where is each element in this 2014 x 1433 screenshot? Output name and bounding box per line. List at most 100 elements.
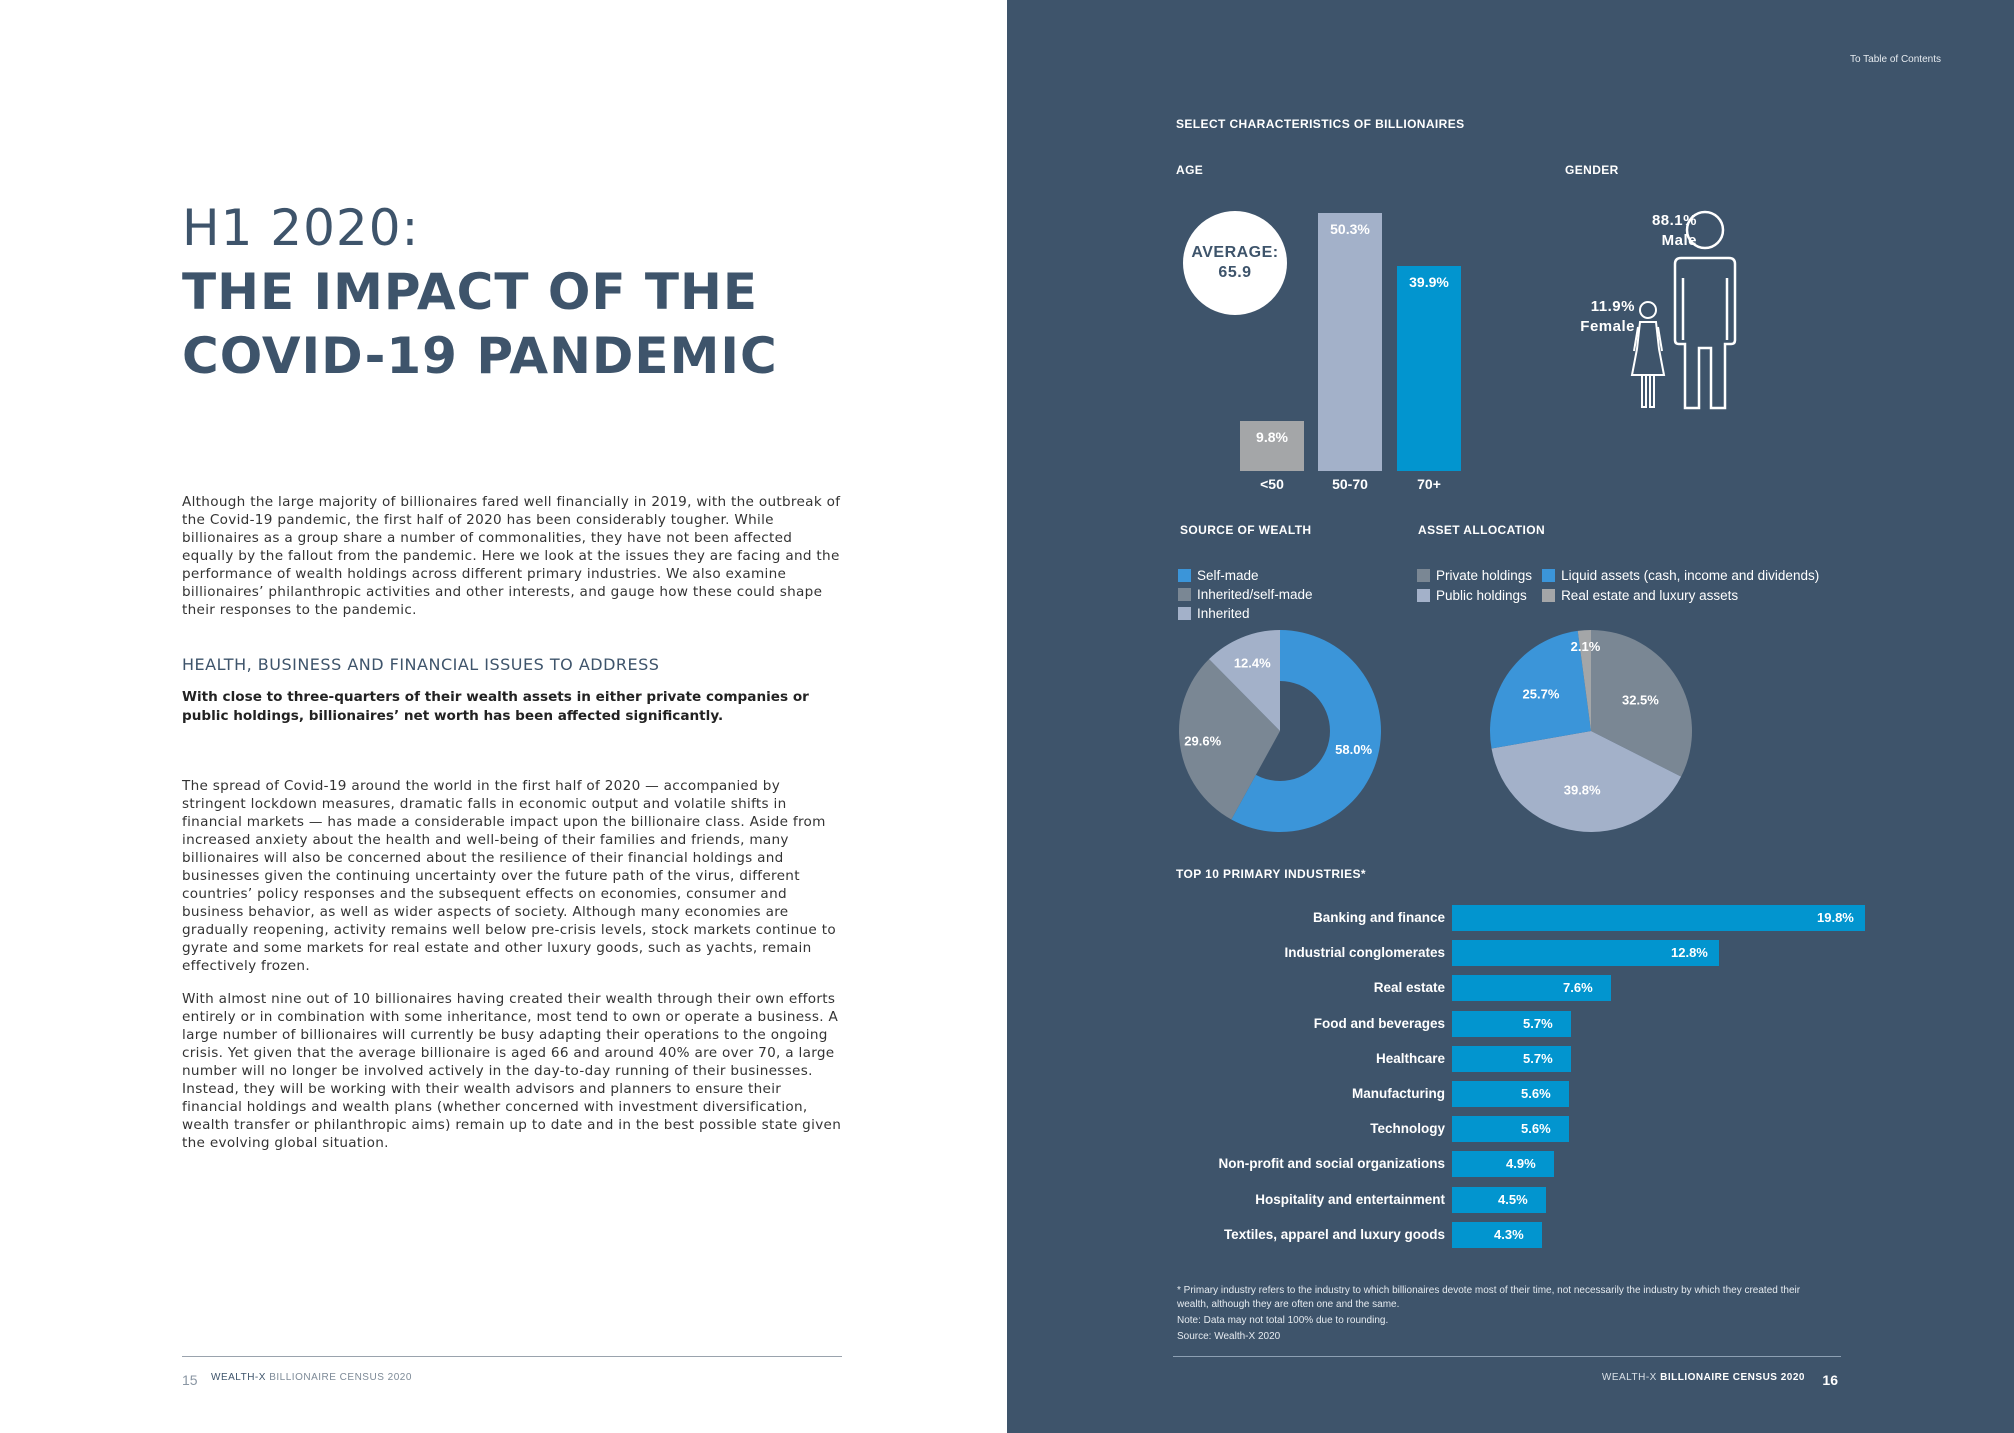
legend-label: Public holdings — [1436, 588, 1527, 603]
industry-bar — [1452, 905, 1865, 931]
industry-value: 5.7% — [1523, 1016, 1553, 1031]
age-bar-value: 9.8% — [1256, 429, 1288, 445]
industry-value: 5.6% — [1521, 1086, 1551, 1101]
source-slice-label: 58.0% — [1335, 742, 1372, 757]
age-category-label: <50 — [1260, 476, 1284, 492]
legend-item: Private holdings — [1417, 566, 1532, 585]
body-paragraph-3: With almost nine out of 10 billionaires … — [182, 991, 842, 1151]
footer-title: BILLIONAIRE CENSUS 2020 — [269, 1372, 412, 1383]
source-slice-label: 12.4% — [1234, 655, 1271, 670]
legend-item: Inherited/self-made — [1178, 585, 1313, 604]
industry-label: Textiles, apparel and luxury goods — [1223, 1227, 1445, 1242]
legend-label: Real estate and luxury assets — [1561, 588, 1739, 603]
average-age-badge: AVERAGE: 65.9 — [1183, 211, 1287, 315]
age-bar-value: 39.9% — [1409, 274, 1449, 290]
industry-value: 4.9% — [1506, 1156, 1536, 1171]
source-of-wealth-heading: SOURCE OF WEALTH — [1180, 523, 1312, 537]
legend-label: Inherited/self-made — [1197, 587, 1313, 602]
male-figure-icon — [1673, 210, 1737, 410]
industry-label: Real estate — [1373, 980, 1445, 995]
industry-bar — [1452, 1222, 1542, 1248]
asset-slice-label: 32.5% — [1622, 693, 1659, 708]
source-of-wealth-donut-chart: 58.0% 29.6% 12.4% — [1179, 630, 1381, 832]
legend-swatch — [1178, 569, 1191, 582]
asset-allocation-pie-chart: 32.5% 39.8% 25.7% 2.1% — [1490, 630, 1692, 832]
section-subheading: HEALTH, BUSINESS AND FINANCIAL ISSUES TO… — [182, 655, 660, 674]
asset-slice-label: 25.7% — [1523, 686, 1560, 701]
legend-label: Private holdings — [1436, 568, 1533, 583]
legend-swatch — [1542, 569, 1556, 582]
industry-bar — [1452, 975, 1611, 1001]
title-line-1: H1 2020: — [182, 199, 420, 257]
industry-value: 12.8% — [1671, 945, 1708, 960]
age-category-label: 70+ — [1417, 476, 1441, 492]
age-bar-2: 39.9% — [1397, 266, 1461, 471]
body-paragraph-2: The spread of Covid-19 around the world … — [182, 778, 836, 974]
footnote-rounding: Note: Data may not total 100% due to rou… — [1177, 1315, 1389, 1326]
female-text: Female — [1580, 318, 1635, 335]
intro-paragraph: Although the large majority of billionai… — [182, 494, 841, 618]
industry-bar — [1452, 1011, 1571, 1037]
industry-value: 4.5% — [1498, 1192, 1528, 1207]
footer-brand: WEALTH-X — [211, 1372, 266, 1383]
industry-bar — [1452, 1116, 1569, 1142]
footnote-primary-industry: * Primary industry refers to the industr… — [1177, 1285, 1801, 1310]
industry-value: 7.6% — [1563, 980, 1593, 995]
female-percentage: 11.9% — [1590, 298, 1635, 315]
asset-slice-3 — [1577, 630, 1591, 731]
source-slice-1 — [1179, 659, 1280, 820]
gender-heading: GENDER — [1565, 163, 1619, 177]
asset-legend: Private holdings Liquid assets (cash, in… — [1417, 566, 1819, 605]
industry-label: Technology — [1370, 1121, 1445, 1136]
age-bar-1: 50.3% — [1318, 213, 1382, 471]
source-slice-2 — [1209, 630, 1280, 731]
industry-label: Food and beverages — [1313, 1016, 1445, 1031]
legend-item: Public holdings — [1417, 586, 1532, 605]
asset-slice-label: 2.1% — [1571, 639, 1601, 654]
industries-heading: TOP 10 PRIMARY INDUSTRIES* — [1176, 867, 1367, 881]
legend-swatch — [1178, 607, 1191, 620]
footer-right: WEALTH-X BILLIONAIRE CENSUS 2020 — [1602, 1372, 1805, 1383]
footer-left: WEALTH-X BILLIONAIRE CENSUS 2020 — [211, 1372, 412, 1383]
legend-item: Liquid assets (cash, income and dividend… — [1542, 566, 1819, 585]
industry-bar — [1452, 1046, 1571, 1072]
footnote-source: Source: Wealth-X 2020 — [1177, 1331, 1281, 1342]
legend-item: Self-made — [1178, 566, 1313, 585]
industry-value: 19.8% — [1817, 910, 1854, 925]
average-value: 65.9 — [1218, 264, 1252, 281]
source-legend: Self-made Inherited/self-made Inherited — [1178, 566, 1313, 623]
industry-value: 4.3% — [1494, 1227, 1524, 1242]
industry-bar — [1452, 940, 1719, 966]
age-heading: AGE — [1176, 163, 1204, 177]
asset-slice-0 — [1591, 630, 1692, 777]
industry-label: Hospitality and entertainment — [1255, 1192, 1445, 1207]
industry-bar — [1452, 1187, 1546, 1213]
left-page: H1 2020: THE IMPACT OF THE COVID-19 PAND… — [182, 199, 842, 1388]
footer-divider — [1173, 1356, 1841, 1357]
legend-swatch — [1417, 589, 1430, 602]
legend-swatch — [1178, 588, 1191, 601]
asset-slice-1 — [1491, 731, 1682, 832]
footer-divider — [182, 1356, 842, 1357]
source-slice-label: 29.6% — [1184, 734, 1221, 749]
section-title: SELECT CHARACTERISTICS OF BILLIONAIRES — [1176, 117, 1465, 131]
age-bar-0: 9.8% — [1240, 421, 1304, 471]
industry-bar — [1452, 1151, 1554, 1177]
footer-brand: WEALTH-X — [1601, 1372, 1657, 1383]
table-of-contents-link[interactable]: To Table of Contents — [1850, 54, 1941, 65]
industry-value: 5.7% — [1523, 1051, 1553, 1066]
industry-label: Banking and finance — [1312, 910, 1445, 925]
industry-bar — [1452, 1081, 1569, 1107]
age-bar-value: 50.3% — [1330, 221, 1370, 237]
asset-slice-label: 39.8% — [1564, 782, 1601, 797]
industry-label: Manufacturing — [1352, 1086, 1445, 1101]
average-label: AVERAGE: — [1191, 244, 1279, 261]
female-figure-icon — [1630, 301, 1666, 408]
page-number-left: 15 — [182, 1372, 198, 1388]
legend-label: Inherited — [1197, 606, 1250, 621]
title-line-2: THE IMPACT OF THE — [182, 263, 759, 321]
lead-paragraph: With close to three-quarters of their we… — [182, 689, 809, 724]
title-line-3: COVID-19 PANDEMIC — [182, 327, 778, 385]
legend-item: Real estate and luxury assets — [1542, 586, 1819, 605]
industry-value: 5.6% — [1521, 1121, 1551, 1136]
